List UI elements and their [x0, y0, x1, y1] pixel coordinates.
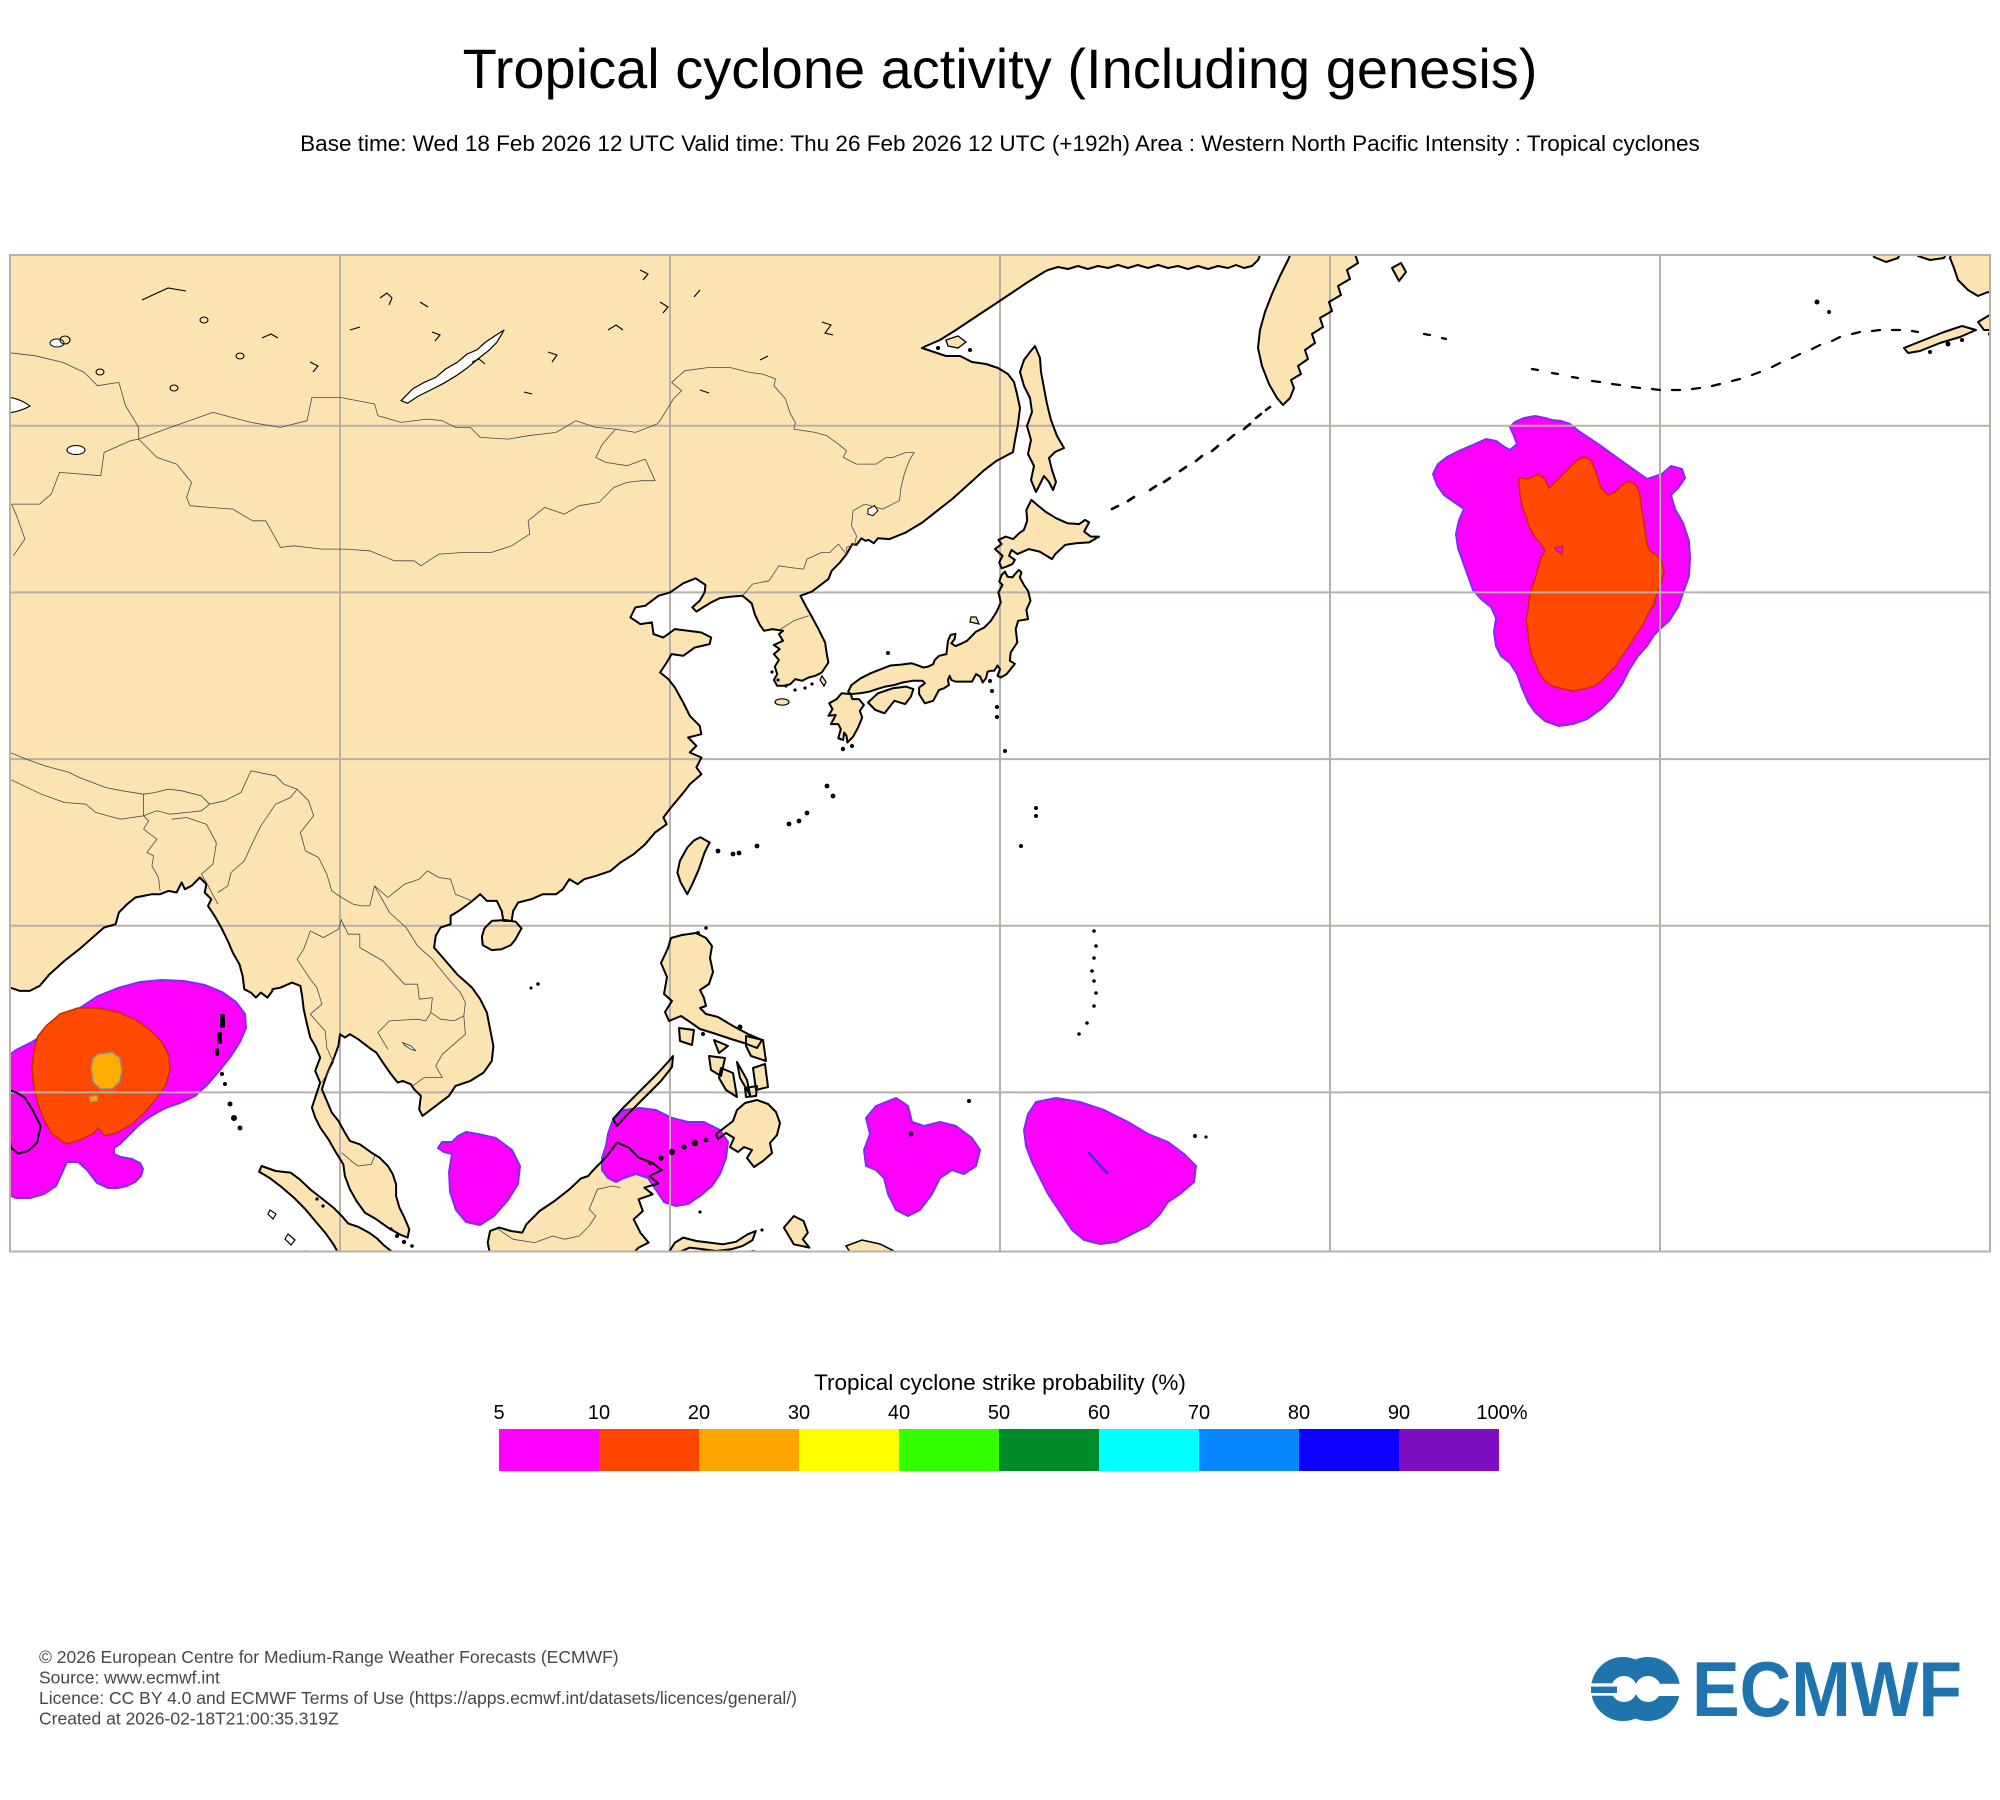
svg-text:Tropical cyclone activity (Inc: Tropical cyclone activity (Including gen… [463, 37, 1538, 100]
svg-text:10: 10 [588, 1402, 610, 1424]
svg-text:70: 70 [1188, 1402, 1210, 1424]
svg-text:30: 30 [788, 1402, 810, 1424]
svg-text:60: 60 [1088, 1402, 1110, 1424]
svg-text:Source: www.ecmwf.int: Source: www.ecmwf.int [39, 1668, 220, 1688]
svg-text:40: 40 [888, 1402, 910, 1424]
svg-text:Created at 2026-02-18T21:00:35: Created at 2026-02-18T21:00:35.319Z [39, 1709, 339, 1729]
svg-text:Base time: Wed 18 Feb 2026 12: Base time: Wed 18 Feb 2026 12 UTC Valid … [300, 131, 1700, 156]
svg-text:90: 90 [1388, 1402, 1410, 1424]
svg-text:50: 50 [988, 1402, 1010, 1424]
svg-text:80: 80 [1288, 1402, 1310, 1424]
svg-text:20: 20 [688, 1402, 710, 1424]
svg-text:Licence: CC BY 4.0 and ECMWF T: Licence: CC BY 4.0 and ECMWF Terms of Us… [39, 1688, 797, 1708]
svg-text:100%: 100% [1476, 1402, 1527, 1424]
svg-text:Tropical cyclone strike probab: Tropical cyclone strike probability (%) [814, 1370, 1186, 1395]
svg-text:5: 5 [493, 1402, 504, 1424]
svg-text:ECMWF: ECMWF [1692, 1645, 1962, 1733]
svg-text:© 2026 European Centre for Med: © 2026 European Centre for Medium-Range … [39, 1647, 619, 1667]
